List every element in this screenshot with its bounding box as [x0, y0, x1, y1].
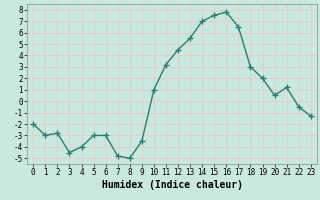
X-axis label: Humidex (Indice chaleur): Humidex (Indice chaleur) [101, 180, 243, 190]
